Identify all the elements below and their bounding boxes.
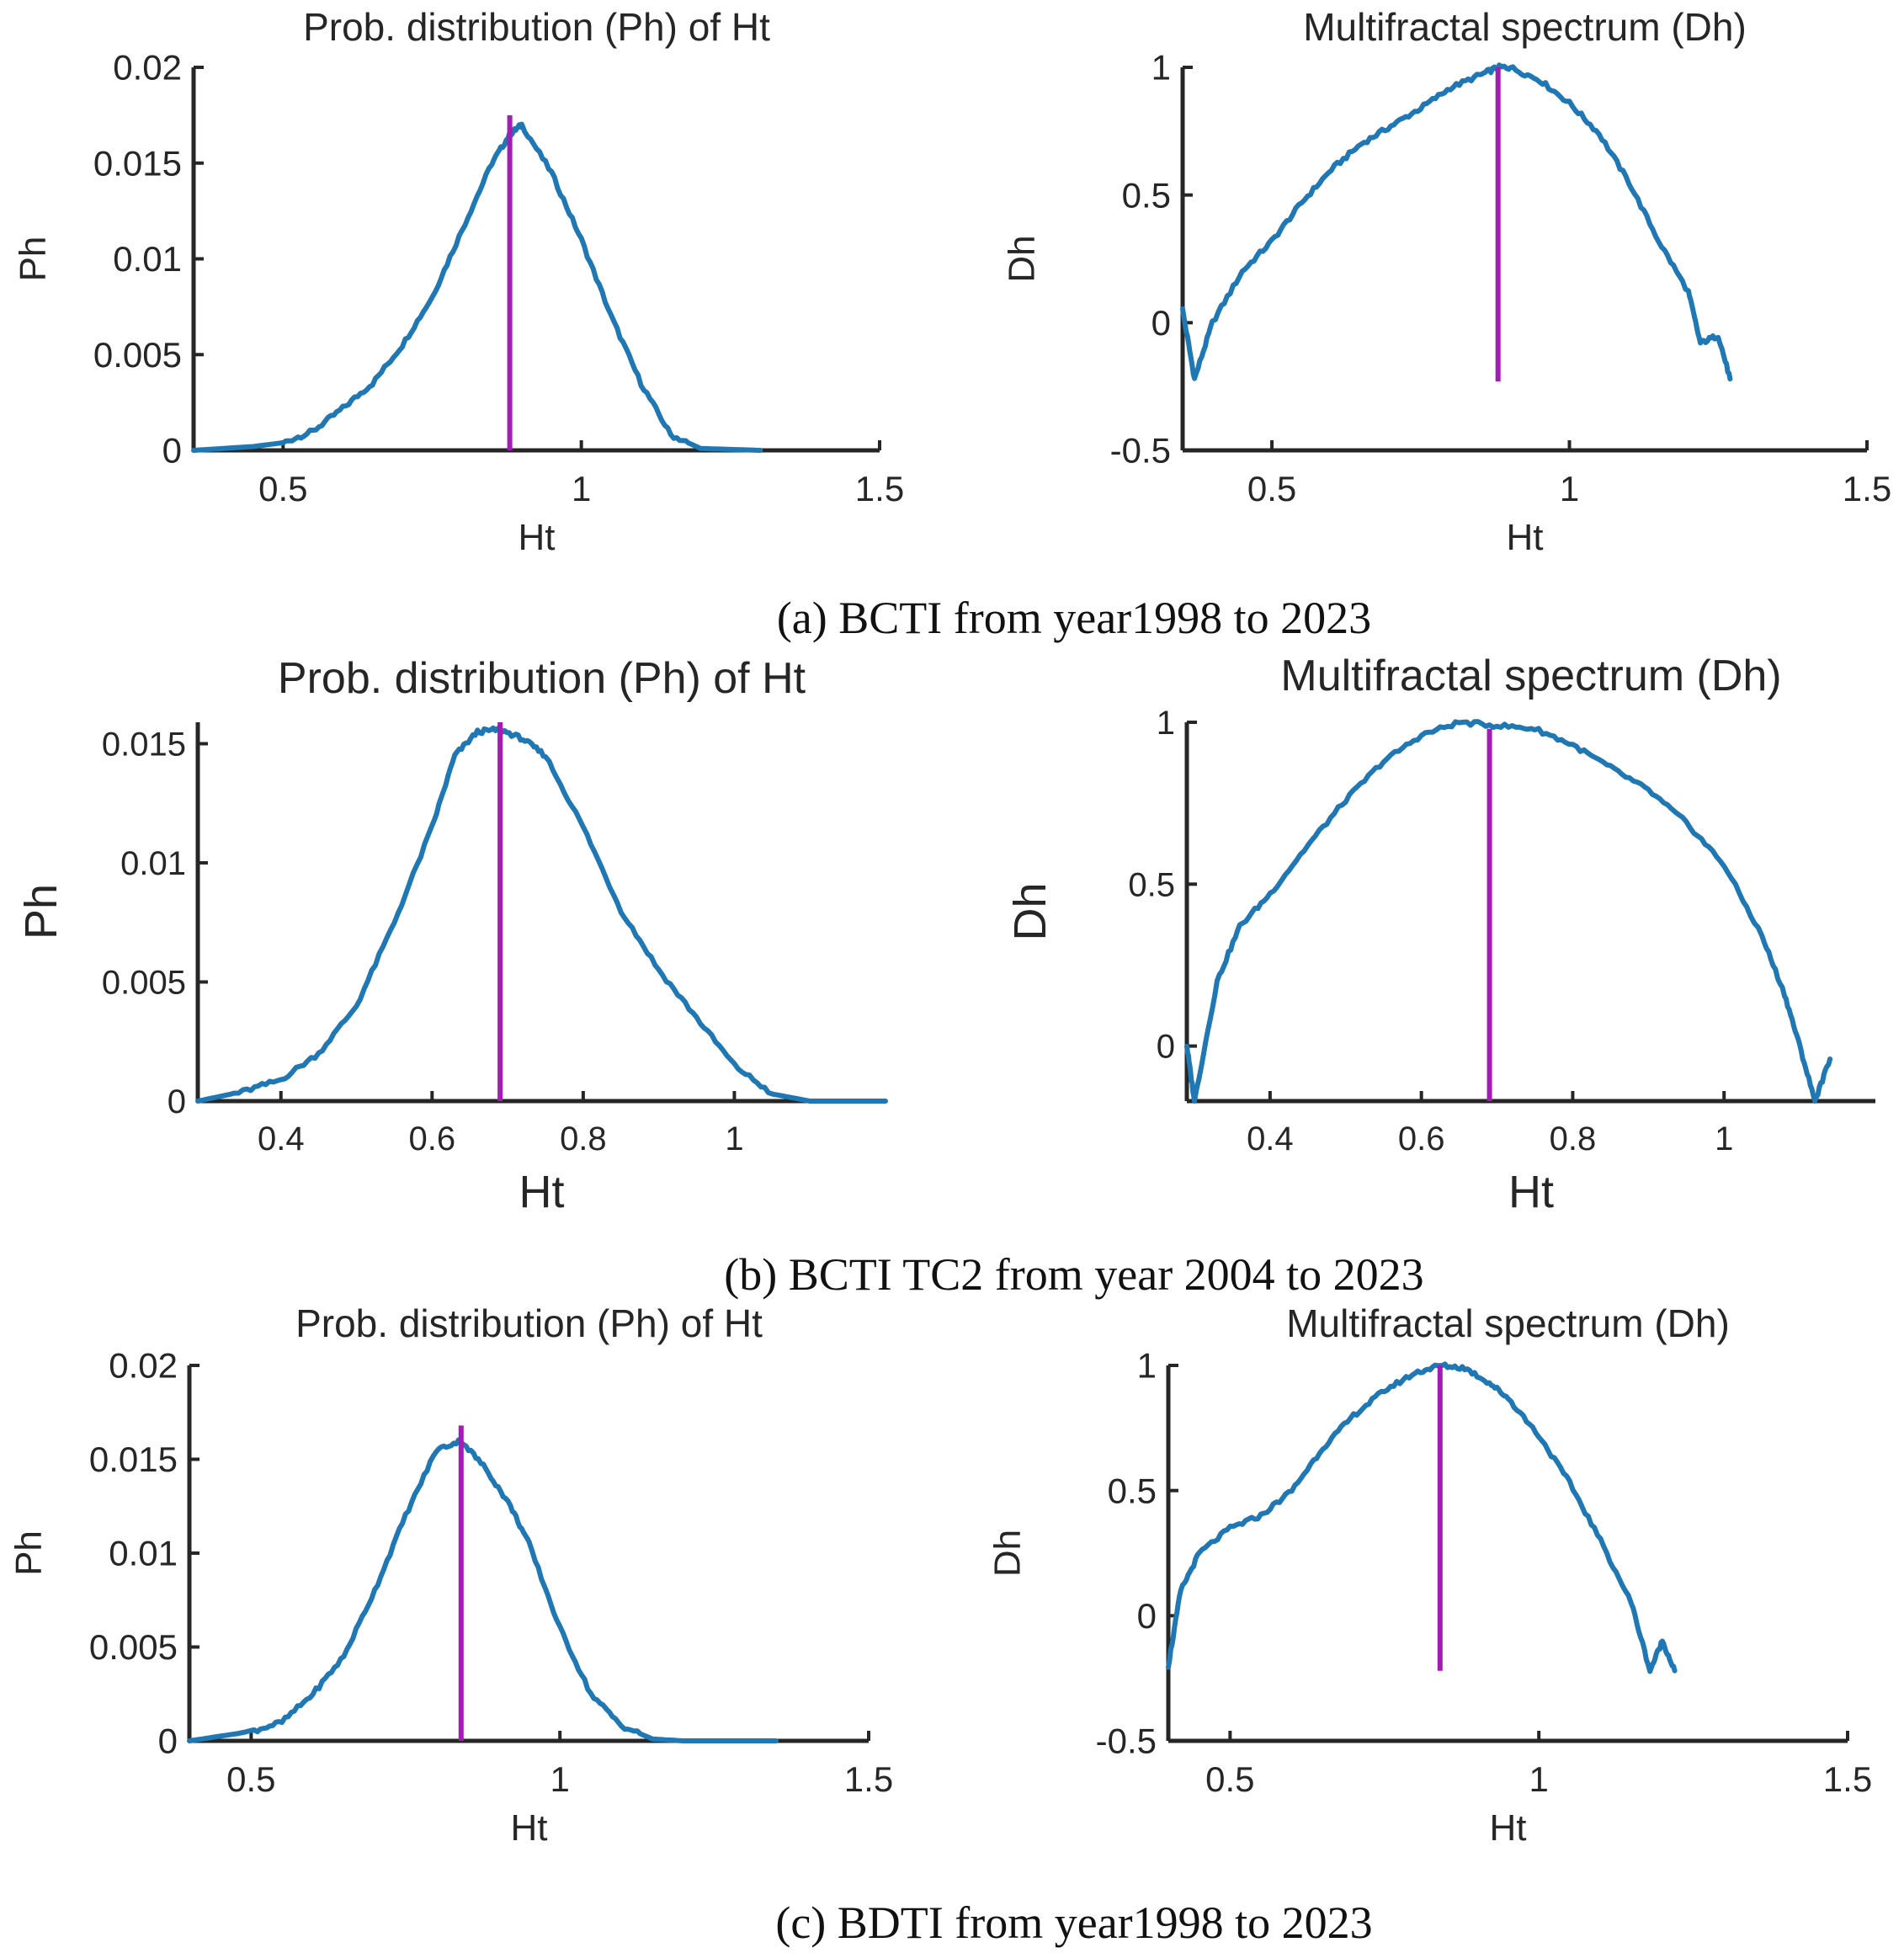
y-tick-label: 0 (1137, 1596, 1157, 1636)
y-tick-label: -0.5 (1110, 431, 1171, 471)
x-axis-label: Ht (519, 517, 556, 558)
series-line-ph (195, 725, 888, 1104)
y-tick-label: 0.02 (113, 48, 182, 88)
chart-c-left: Prob. distribution (Ph) of Ht 0.5 1 1.5 0 0.0… (8, 1301, 894, 1849)
x-tick-label: 0.5 (1247, 469, 1296, 508)
x-tick-label: 1.5 (844, 1759, 893, 1799)
y-tick-label: 0 (162, 431, 182, 471)
y-tick-label: 0.01 (120, 845, 186, 882)
chart-a-right: Multifractal spectrum (Dh) 0.5 1 1.5 -0.5 0 0.… (1002, 5, 1892, 558)
y-tick-label: 0.015 (93, 143, 182, 183)
y-tick-label: 0.5 (1128, 866, 1175, 903)
x-tick-label: 0.4 (258, 1120, 305, 1157)
y-tick-label: 0.005 (93, 335, 182, 375)
y-tick-label: 0.015 (89, 1439, 178, 1479)
y-axis-label: Dh (1005, 882, 1056, 940)
y-tick-label: 0 (168, 1083, 186, 1120)
y-tick-label: 0.005 (102, 964, 186, 1001)
x-axis-label: Ht (1508, 1167, 1554, 1217)
x-tick-label: 1 (725, 1120, 743, 1157)
chart-title: Prob. distribution (Ph) of Ht (303, 5, 770, 49)
caption-b: (b) BCTI TC2 from year 2004 to 2023 (724, 1249, 1423, 1300)
chart-title: Prob. distribution (Ph) of Ht (295, 1301, 763, 1345)
series-line-ph (187, 1437, 779, 1743)
chart-a-left: Prob. distribution (Ph) of Ht 0.5 1 1.5 0 0.0… (13, 5, 905, 558)
panels: Prob. distribution (Ph) of Ht 0.5 1 1.5 0 0.0… (8, 5, 1892, 1849)
y-axis-label: Ph (13, 237, 54, 282)
y-tick-label: 1 (1151, 48, 1171, 88)
chart-c-right: Multifractal spectrum (Dh) 0.5 1 1.5 -0.5 0 0.… (987, 1301, 1873, 1849)
x-axis-label: Ht (519, 1167, 565, 1217)
caption-c: (c) BDTI from year1998 to 2023 (775, 1897, 1372, 1948)
y-axis-label: Ph (16, 884, 66, 939)
y-tick-label: 0.5 (1122, 175, 1171, 215)
x-tick-label: 1 (1560, 469, 1579, 508)
x-tick-label: 1.5 (1843, 469, 1891, 508)
chart-title: Multifractal spectrum (Dh) (1303, 5, 1747, 49)
y-tick-label: 0 (1157, 1029, 1175, 1066)
x-tick-label: 0.8 (560, 1120, 607, 1157)
x-tick-label: 0.4 (1247, 1120, 1294, 1157)
y-tick-label: 1 (1157, 705, 1175, 742)
y-axis-label: Dh (987, 1530, 1029, 1577)
y-tick-label: 0.5 (1108, 1471, 1157, 1510)
series-line-ph (191, 121, 763, 453)
x-tick-label: 0.6 (409, 1120, 456, 1157)
x-axis-label: Ht (511, 1807, 548, 1849)
caption-a: (a) BCTI from year1998 to 2023 (777, 593, 1371, 643)
chart-title: Multifractal spectrum (Dh) (1286, 1301, 1730, 1345)
x-tick-label: 1.5 (1823, 1759, 1872, 1799)
x-tick-label: 1 (550, 1759, 570, 1799)
x-tick-label: 1.5 (855, 469, 904, 508)
chart-b-right: Multifractal spectrum (Dh) 0.4 0.6 0.8 1 0 0.5… (1005, 652, 1875, 1217)
series-line-dh (1180, 62, 1733, 382)
x-tick-label: 0.5 (1205, 1759, 1254, 1799)
series-line-dh (1184, 719, 1833, 1104)
x-tick-label: 0.5 (258, 469, 307, 508)
y-axis-label: Dh (1002, 235, 1043, 282)
x-tick-label: 1 (1715, 1120, 1733, 1157)
y-tick-label: 1 (1137, 1346, 1157, 1386)
chart-b-left: Prob. distribution (Ph) of Ht 0.4 0.6 0.8 1 0… (16, 654, 888, 1217)
y-axis-label: Ph (8, 1530, 50, 1576)
y-tick-label: 0.01 (113, 239, 182, 279)
x-tick-label: 0.5 (226, 1759, 275, 1799)
y-tick-label: 0.01 (109, 1534, 178, 1573)
y-tick-label: 0.015 (102, 726, 186, 763)
chart-title: Multifractal spectrum (Dh) (1280, 652, 1781, 700)
y-tick-label: 0.005 (89, 1627, 178, 1667)
x-tick-label: 1 (1529, 1759, 1549, 1799)
x-axis-label: Ht (1490, 1807, 1527, 1849)
y-tick-label: 0.02 (109, 1346, 178, 1386)
chart-title: Prob. distribution (Ph) of Ht (278, 654, 806, 703)
x-tick-label: 0.8 (1550, 1120, 1597, 1157)
y-tick-label: 0 (1151, 303, 1171, 343)
x-tick-label: 1 (572, 469, 591, 508)
x-axis-label: Ht (1507, 517, 1544, 558)
x-tick-label: 0.6 (1398, 1120, 1445, 1157)
y-tick-label: 0 (158, 1722, 178, 1761)
y-tick-label: -0.5 (1096, 1722, 1157, 1761)
